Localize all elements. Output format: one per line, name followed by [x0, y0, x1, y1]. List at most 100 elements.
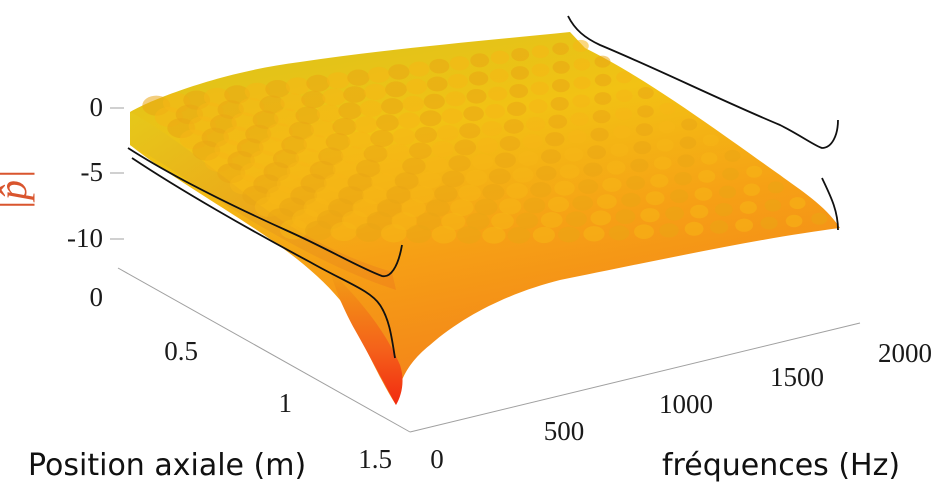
surface-ridge	[633, 141, 652, 155]
surface-ridge	[630, 158, 649, 173]
surface-ridge	[615, 107, 633, 121]
surface-ridge	[645, 191, 665, 206]
surface-ridge	[485, 104, 506, 119]
surface-ridge	[735, 218, 753, 232]
surface-ridge	[789, 197, 806, 210]
surface-ridge	[388, 64, 410, 80]
surface-ridge	[466, 89, 487, 104]
surface-ridge	[764, 199, 782, 212]
surface-ridge	[694, 187, 713, 201]
surface-ridge	[425, 199, 450, 217]
surface-ridge	[318, 147, 344, 166]
surface-ridge	[530, 81, 549, 96]
surface-ridge	[416, 212, 442, 231]
surface-ridge	[356, 159, 381, 178]
surface-ridge	[608, 225, 630, 241]
surface-ridge	[265, 80, 290, 98]
surface-ridge	[590, 127, 609, 142]
surface-ridge	[554, 180, 575, 196]
surface-ridge	[316, 104, 341, 122]
surface-ridge	[541, 149, 561, 164]
surface-ridges	[142, 39, 828, 244]
surface-ridge	[267, 123, 293, 142]
surface-ridge	[347, 69, 370, 86]
surface-ridge	[552, 60, 570, 74]
curve-back	[567, 15, 839, 149]
surface-ridge	[587, 145, 606, 160]
curves	[127, 15, 839, 359]
surface-ridge	[616, 71, 633, 84]
surface-ridge	[552, 79, 570, 93]
surface-ridge	[477, 137, 499, 154]
surface-ridge	[540, 212, 563, 228]
surface-ridge	[280, 93, 306, 112]
surface-ridge	[594, 55, 611, 68]
surface-ridge	[429, 58, 450, 74]
surface-ridge	[466, 212, 490, 230]
surface-ridge	[394, 172, 419, 190]
y-tick: 0.5	[164, 336, 198, 366]
surface-ridge	[785, 214, 803, 228]
surface-ridge	[767, 181, 784, 194]
surface-ridge	[408, 61, 430, 77]
surface-ridge	[488, 168, 511, 185]
surface-ridge	[679, 136, 697, 149]
surface-ridge	[499, 198, 522, 215]
surface-ridge	[665, 206, 684, 221]
surface-ridge	[564, 147, 584, 162]
surface-ridge	[434, 185, 458, 203]
surface-ridge	[362, 186, 388, 205]
surface-ridge	[594, 92, 612, 105]
surface-ridge	[702, 134, 719, 147]
surface	[130, 32, 840, 405]
surface-ridge	[309, 161, 336, 180]
surface-ridge	[718, 185, 737, 199]
surface-ridge	[348, 131, 372, 149]
surface-ridge	[379, 158, 404, 176]
surface-ridge	[474, 198, 498, 216]
surface-ridge	[583, 226, 605, 242]
surface-ridge	[459, 123, 481, 139]
y-axis: 0 0.5 1 1.5 Position axiale (m)	[28, 282, 392, 483]
surface-ridge	[338, 102, 362, 120]
surface-ridge	[441, 108, 463, 124]
surface-ridge	[402, 95, 425, 112]
surface-ridge	[739, 201, 757, 214]
surface-ridge	[332, 160, 358, 179]
surface-ridge	[427, 76, 448, 92]
surface-ridge	[503, 119, 524, 134]
surface-ridge	[583, 162, 603, 177]
surface-ridge	[552, 42, 569, 55]
surface-ridge	[326, 72, 350, 89]
surface-ridge	[545, 132, 565, 147]
surface-ridge	[526, 117, 546, 132]
surface-ridge	[558, 226, 580, 243]
x-axis: 0 500 1000 1500 2000 fréquences (Hz)	[430, 338, 932, 483]
surface-ridge	[381, 98, 404, 115]
surface-ridge	[572, 195, 593, 211]
y-tick: 1	[279, 388, 293, 418]
surface-ridge	[343, 86, 366, 103]
z-axis: 0 -5 -10 |p̂|	[0, 92, 124, 253]
surface-ridge	[386, 143, 410, 161]
surface-ridge	[536, 165, 557, 181]
surface-ridge	[445, 91, 466, 107]
surface-ridge	[224, 85, 251, 104]
surface-ridge	[550, 97, 569, 111]
surface-ridge	[288, 121, 314, 140]
surface-ridge	[532, 226, 556, 244]
surface-ridge	[634, 224, 654, 239]
surface-ridge	[743, 183, 760, 196]
surface-ridge	[517, 150, 539, 166]
surface-ridge	[347, 173, 373, 192]
surface-ridge	[507, 101, 527, 116]
surface-ridge	[674, 172, 692, 186]
surface-ridge	[565, 211, 587, 227]
surface-ridge	[610, 143, 629, 157]
y-tick: 0	[90, 282, 104, 312]
surface-ridge	[516, 212, 539, 229]
surface-ridge	[468, 71, 489, 86]
surface-ridge	[615, 209, 636, 224]
surface-ridge	[489, 68, 509, 83]
surface-ridge	[531, 45, 550, 59]
